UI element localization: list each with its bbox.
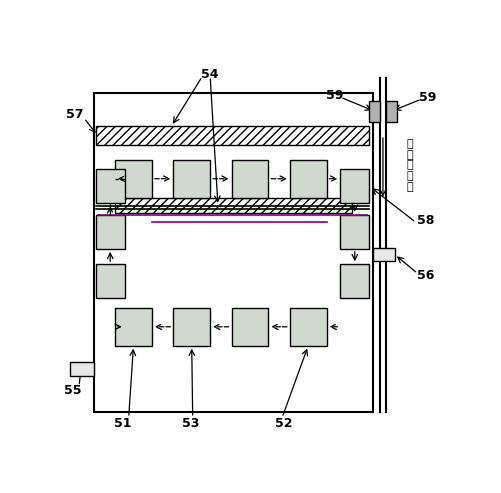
Text: 58: 58 [417, 214, 434, 227]
Text: 冷
凝
回
流
水: 冷 凝 回 流 水 [407, 139, 413, 192]
Bar [231, 308, 269, 346]
Bar [340, 264, 369, 298]
Bar [173, 308, 210, 346]
Bar [115, 308, 152, 346]
Bar [96, 126, 369, 144]
Text: 54: 54 [201, 68, 219, 81]
Text: 55: 55 [64, 384, 81, 397]
Text: 59: 59 [419, 91, 436, 104]
Text: 56: 56 [417, 269, 434, 282]
Text: 57: 57 [66, 107, 83, 121]
Bar [96, 264, 125, 298]
Bar [173, 160, 210, 198]
Bar [70, 362, 94, 376]
Bar [115, 199, 352, 213]
Text: 51: 51 [114, 417, 132, 430]
Bar [290, 160, 327, 198]
Bar [96, 215, 125, 249]
Bar [290, 308, 327, 346]
Bar [96, 169, 125, 204]
Text: 59: 59 [326, 89, 343, 102]
Bar [115, 160, 152, 198]
Bar [369, 101, 380, 122]
Text: 53: 53 [182, 417, 199, 430]
Text: 52: 52 [275, 417, 293, 430]
Bar [373, 248, 395, 261]
Bar [340, 215, 369, 249]
Bar [340, 169, 369, 204]
Bar [386, 101, 397, 122]
Bar [231, 160, 269, 198]
Bar [94, 93, 373, 412]
